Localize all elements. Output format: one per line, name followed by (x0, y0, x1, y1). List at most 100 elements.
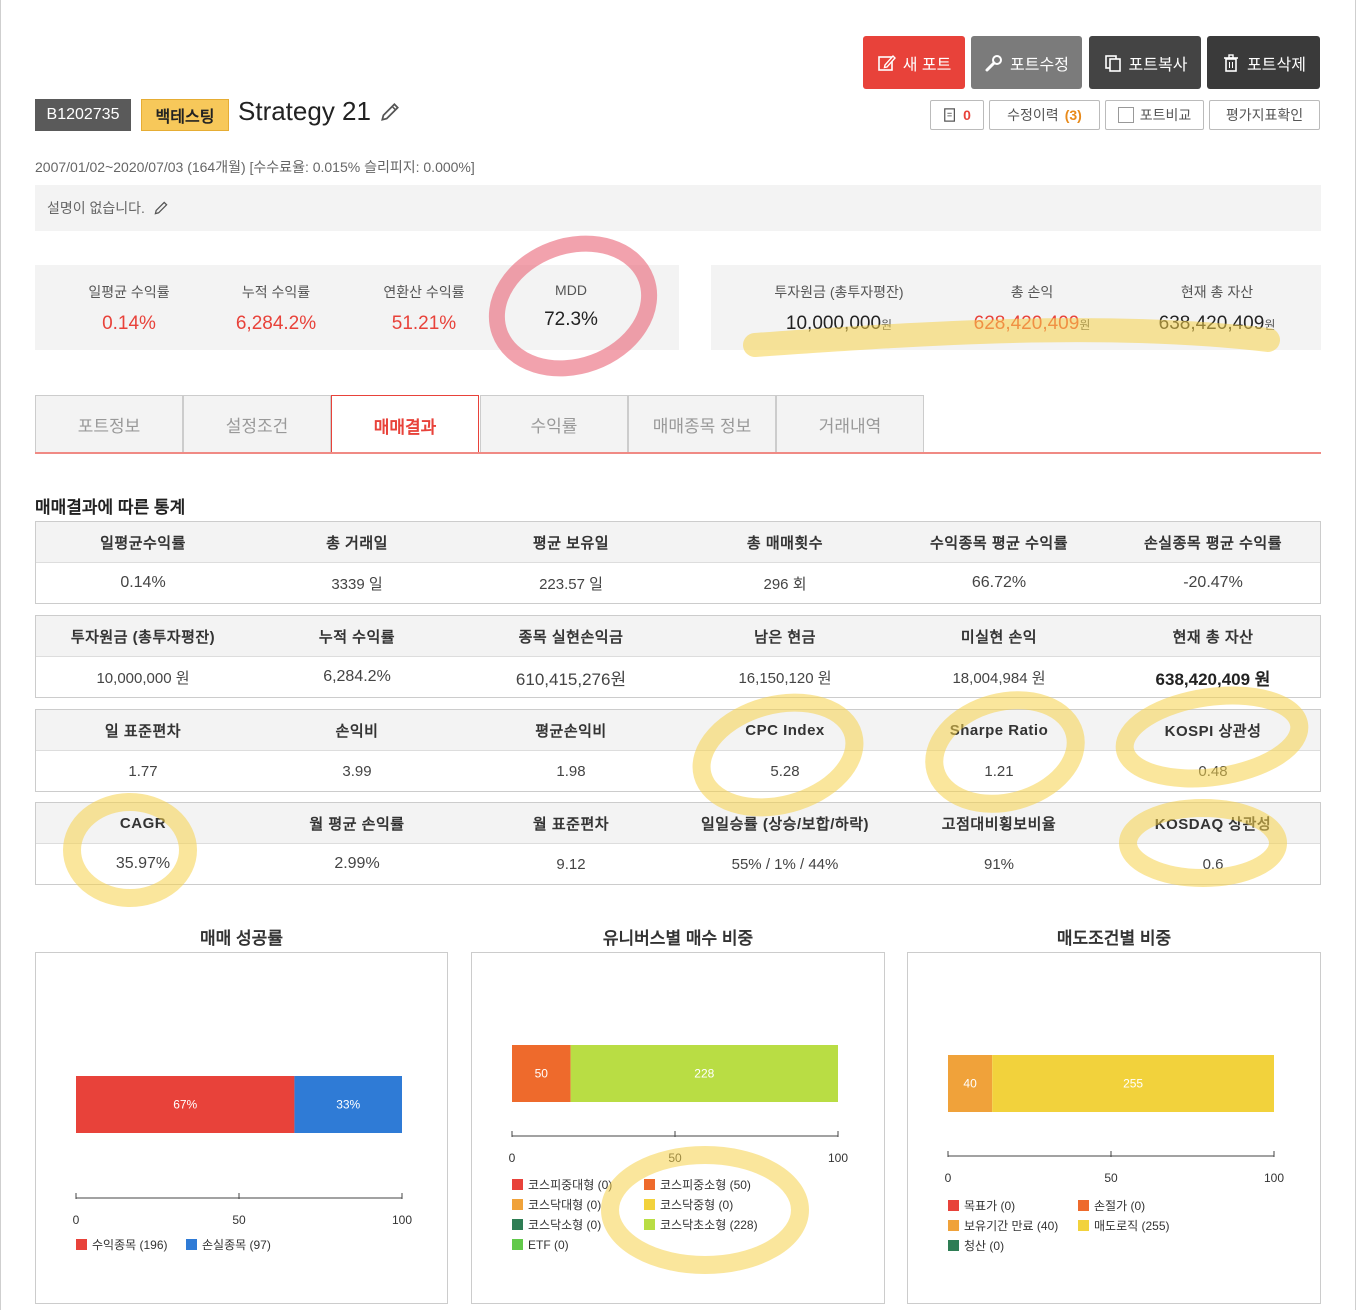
legend-swatch (948, 1200, 959, 1211)
history-label: 수정이력 (1007, 107, 1059, 123)
legend-label: 보유기간 만료 (40) (964, 1219, 1058, 1233)
legend-swatch (512, 1219, 523, 1230)
x-tick-label: 100 (828, 1151, 848, 1165)
stat-header: 종목 실현손익금 (518, 628, 624, 646)
description-text: 설명이 없습니다. (47, 200, 145, 216)
description-box: 설명이 없습니다. (35, 185, 1321, 231)
metrics-label: 평가지표확인 (1225, 107, 1304, 123)
stat-header: CAGR (119, 814, 167, 832)
stat-value: 91% (983, 855, 1015, 873)
new-port-button[interactable]: 새 포트 (863, 36, 965, 89)
tab-trade-history[interactable]: 거래내역 (776, 395, 924, 453)
stat-value: 223.57 일 (539, 575, 603, 593)
legend-swatch (948, 1220, 959, 1231)
strategy-title-text: Strategy 21 (238, 96, 371, 126)
legend-label: ETF (0) (528, 1238, 569, 1252)
chart-universe: 50 228 0 50 100 코스피중대형 (0) 코스피중소형 (50) 코스닥대형 (0… (471, 952, 885, 1304)
summary-total-pnl: 총 손익 628,420,409원 (973, 284, 1091, 334)
copy-port-button[interactable]: 포트복사 (1089, 36, 1201, 89)
delete-port-button[interactable]: 포트삭제 (1207, 36, 1320, 89)
stat-value: -20.47% (1183, 574, 1243, 591)
stat-value: 9.12 (556, 855, 586, 873)
legend-label: 코스닥소형 (0) (528, 1218, 601, 1232)
pencil-icon[interactable] (379, 101, 401, 123)
edit-icon (877, 54, 896, 71)
stat-value: 5.28 (770, 762, 800, 780)
stat-header: 월 표준편차 (532, 815, 610, 833)
stat-header: 월 평균 손익률 (309, 815, 405, 833)
tab-underline (35, 452, 1321, 454)
stat-header: KOSDAQ 상관성 (1154, 815, 1272, 833)
bar-data-label: 50 (535, 1067, 549, 1081)
stat-header: 누적 수익률 (318, 628, 396, 646)
stat-value: 66.72% (971, 574, 1027, 591)
stats-table-4: CAGR 월 평균 손익률 월 표준편차 일일승률 (상승/보합/하락) 고점대… (35, 802, 1321, 885)
edit-port-label: 포트수정 (1010, 56, 1069, 74)
stat-header: 수익종목 평균 수익률 (929, 534, 1069, 552)
copy-port-label: 포트복사 (1128, 56, 1188, 74)
compare-label: 포트비교 (1139, 107, 1192, 123)
chart-universe-svg: 50 228 0 50 100 코스피중대형 (0) 코스피중소형 (50) 코스닥대형 (0… (509, 1045, 848, 1252)
x-tick-label: 100 (1264, 1171, 1284, 1185)
stat-header: 남은 현금 (754, 628, 816, 646)
chart-success: 67% 33% 0 50 100 수익종목 (196) 손실종목 (97) (35, 952, 448, 1304)
new-port-label: 새 포트 (902, 56, 952, 74)
legend-label: 매도로직 (255) (1094, 1219, 1170, 1233)
summary-daily-return: 일평균 수익률 0.14% (88, 284, 170, 334)
stat-value: 3339 일 (331, 575, 383, 593)
stats-table-3: 일 표준편차 손익비 평균손익비 CPC Index Sharpe Ratio … (35, 709, 1321, 792)
legend-label: 코스닥대형 (0) (528, 1198, 601, 1212)
wrench-icon (985, 54, 1003, 71)
legend-label: 손절가 (0) (1094, 1199, 1145, 1213)
stat-value: 0.14% (120, 574, 166, 591)
legend-swatch (512, 1199, 523, 1210)
stats-table-1: 일평균수익률 총 거래일 평균 보유일 총 매매횟수 수익종목 평균 수익률 손… (35, 521, 1321, 604)
stat-header: 평균손익비 (535, 722, 607, 740)
compare-checkbox[interactable] (1117, 107, 1134, 123)
x-tick-label: 50 (1104, 1171, 1118, 1185)
history-button[interactable]: 수정이력 (3) (989, 100, 1100, 130)
legend-swatch (644, 1179, 655, 1190)
legend-swatch (644, 1199, 655, 1210)
legend-label: 손실종목 (97) (202, 1238, 271, 1252)
bar-data-label: 255 (1123, 1077, 1143, 1091)
legend-label: 수익종목 (196) (92, 1238, 168, 1252)
summary-mdd: MDD 72.3% (544, 282, 598, 330)
x-tick-label: 50 (668, 1151, 682, 1165)
bar-data-label: 33% (336, 1098, 360, 1112)
tab-port-info[interactable]: 포트정보 (35, 395, 183, 453)
delete-port-label: 포트삭제 (1247, 56, 1306, 74)
compare-button[interactable]: 포트비교 (1105, 100, 1204, 130)
trash-icon (1224, 53, 1239, 72)
bar-data-label: 40 (963, 1077, 977, 1091)
stat-value: 3.99 (342, 762, 372, 780)
bar-segment (76, 1076, 295, 1133)
edit-port-button[interactable]: 포트수정 (971, 36, 1082, 89)
stat-value: 1.98 (556, 762, 586, 780)
stat-header: 현재 총 자산 (1172, 628, 1254, 646)
stat-header: 손실종목 평균 수익률 (1143, 534, 1283, 552)
legend-swatch (512, 1239, 523, 1250)
clip-count-button[interactable]: 0 (930, 100, 984, 130)
pencil-icon[interactable] (153, 200, 169, 216)
tab-trade-results[interactable]: 매매결과 (331, 395, 479, 454)
x-tick-label: 0 (73, 1213, 80, 1227)
bar-data-label: 228 (694, 1067, 714, 1081)
summary-returns: 일평균 수익률 0.14% 누적 수익률 6,284.2% 연환산 수익률 51… (35, 265, 679, 350)
tab-returns[interactable]: 수익률 (480, 395, 628, 453)
tab-settings[interactable]: 설정조건 (183, 395, 331, 453)
chart-sell-svg: 40 255 0 50 100 목표가 (0) 손절가 (0) 보유기간 만료 (40) 매도로… (945, 1055, 1284, 1253)
legend-swatch (76, 1239, 87, 1250)
metrics-button[interactable]: 평가지표확인 (1209, 100, 1320, 130)
stat-header: 일평균수익률 (100, 534, 186, 552)
legend-label: 코스닥중형 (0) (660, 1198, 733, 1212)
legend-label: 목표가 (0) (964, 1199, 1015, 1213)
legend-swatch (512, 1179, 523, 1190)
legend-swatch (948, 1240, 959, 1251)
tab-stock-info[interactable]: 매매종목 정보 (628, 395, 776, 453)
chart-title-universe: 유니버스별 매수 비중 (602, 929, 754, 948)
stat-value: 35.97% (115, 855, 171, 872)
legend-label: 청산 (0) (964, 1239, 1004, 1253)
legend-label: 코스닥초소형 (228) (660, 1218, 758, 1232)
bar-segment (294, 1076, 402, 1133)
